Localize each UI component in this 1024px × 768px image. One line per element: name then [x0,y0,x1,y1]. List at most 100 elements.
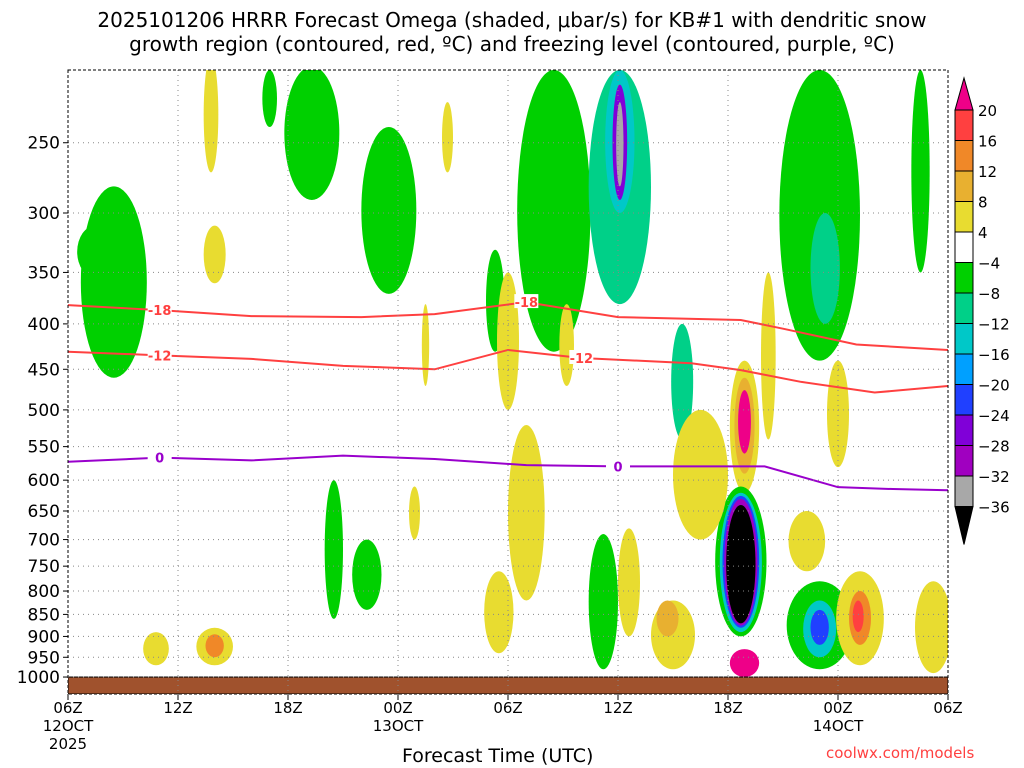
omega-cell-3 [203,70,219,173]
omega-cell-49 [673,409,728,540]
colorbar-label: 8 [978,194,988,212]
colorbar-swatch [954,201,974,233]
colorbar-label: −8 [978,285,1000,303]
colorbar-label: 20 [978,102,997,120]
omega-cell-30 [729,649,760,678]
y-tick-label: 950 [28,648,60,668]
colorbar-label: 16 [978,133,997,151]
x-tick-label: 00Z [383,699,412,717]
omega-cell-21 [779,70,861,361]
x-axis-label: Forecast Time (UTC) [402,745,594,767]
omega-cell-0 [80,186,147,378]
colorbar-swatch [954,109,974,141]
omega-cell-42 [484,571,514,654]
plot-frame [67,69,949,695]
colorbar-swatch [954,445,974,477]
x-tick-label: 12Z [603,699,632,717]
y-tick-label: 500 [28,401,60,421]
colorbar-label: −24 [978,407,1010,425]
omega-cell-48 [352,539,382,610]
y-tick-label: 400 [28,315,60,335]
omega-cell-20 [761,272,776,440]
contour-line-0 [68,454,948,492]
title-line-1: 2025101206 HRRR Forecast Omega (shaded, … [97,8,927,32]
x-tick-label: 00Z [823,699,852,717]
y-tick-label: 800 [28,582,60,602]
colorbar-swatch [954,170,974,202]
y-tick-label: 300 [28,204,60,224]
y-tick-label: 750 [28,557,60,577]
colorbar-swatch [954,231,974,263]
colorbar-label: −16 [978,346,1010,364]
omega-cell-15 [559,304,575,387]
x-tick-label: 18Z [273,699,302,717]
contour-label: -18 [515,296,539,311]
omega-cell-2 [203,225,226,284]
omega-cell-41 [507,425,545,601]
contour-label-bg [569,349,594,364]
colorbar-label: −28 [978,438,1010,456]
omega-cell-47 [409,486,420,540]
y-tick-label: 900 [28,627,60,647]
y-tick-label: 550 [28,438,60,458]
omega-cell-51 [656,600,679,637]
contour-label-bg [147,347,172,362]
omega-cell-46 [205,634,224,658]
omega-cell-10 [517,70,591,352]
x-tick-label: 12Z [163,699,192,717]
colorbar-swatch [954,384,974,416]
contour-line--12 [68,348,948,394]
title-line-2: growth region (contoured, red, ºC) and f… [129,32,895,56]
colorbar-swatch [954,140,974,172]
omega-cell-52 [421,304,430,387]
contour-label: -12 [148,349,172,364]
y-tick-label: 250 [28,134,60,154]
y-tick-label: 850 [28,605,60,625]
omega-cell-40 [618,528,640,637]
colorbar-label: −12 [978,316,1010,334]
x-tick-label: 14OCT [813,717,864,735]
contour-label-bg [514,294,539,309]
contour-label: 0 [155,452,164,467]
omega-cell-1 [77,225,114,278]
omega-cell-4 [284,70,340,200]
colorbar-label: −32 [978,468,1010,486]
omega-cell-43 [324,480,344,619]
colorbar-label: 4 [978,224,988,242]
contour-label-bg [606,458,630,473]
y-tick-label: 350 [28,263,60,283]
omega-cell-33 [810,609,829,645]
contour-label: -18 [148,304,172,319]
omega-cell-14 [616,102,624,187]
omega-cell-5 [361,127,417,294]
omega-cell-7 [442,102,453,173]
omega-cell-44 [143,632,169,666]
x-tick-label: 13OCT [373,717,424,735]
omega-cell-36 [852,600,864,633]
credit-text: coolwx.com/models [826,744,975,762]
colorbar-label: −36 [978,499,1010,517]
contour-label: 0 [613,460,622,475]
x-tick-label: 18Z [713,699,742,717]
omega-cell-19 [738,390,751,454]
y-tick-label: 650 [28,502,60,522]
contour-label-bg [147,302,172,317]
omega-cell-39 [588,534,618,670]
x-tick-label: 12OCT [43,717,94,735]
x-tick-label: 06Z [493,699,522,717]
contour-label-bg [147,449,172,464]
colorbar-label: −20 [978,377,1010,395]
colorbar-label: −4 [978,255,1000,273]
omega-cell-16 [671,323,694,440]
omega-cell-38 [788,511,826,572]
omega-cell-22 [810,213,840,324]
y-tick-label: 700 [28,531,60,551]
colorbar-label: 12 [978,163,997,181]
omega-cell-9 [497,272,519,410]
x-tick-label: 06Z [53,699,82,717]
colorbar-swatch [954,353,974,385]
x-tick-label: 2025 [49,735,87,753]
contour-label: -12 [570,352,594,367]
x-tick-label: 06Z [933,699,962,717]
